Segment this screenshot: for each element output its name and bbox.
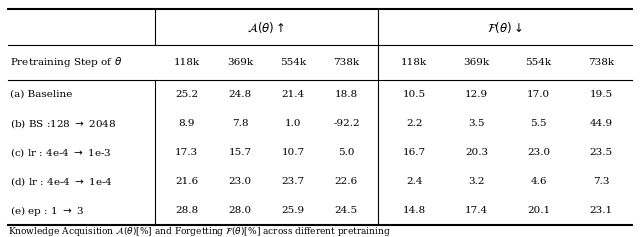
Text: (e) ep : 1 $\rightarrow$ 3: (e) ep : 1 $\rightarrow$ 3 — [10, 204, 84, 218]
Text: 738k: 738k — [333, 58, 360, 67]
Text: 23.7: 23.7 — [282, 177, 305, 186]
Text: 10.5: 10.5 — [403, 90, 426, 99]
Text: 21.4: 21.4 — [282, 90, 305, 99]
Text: 8.9: 8.9 — [179, 119, 195, 128]
Text: 17.0: 17.0 — [527, 90, 550, 99]
Text: 20.3: 20.3 — [465, 148, 488, 157]
Text: 5.0: 5.0 — [338, 148, 355, 157]
Text: 3.5: 3.5 — [468, 119, 484, 128]
Text: 22.6: 22.6 — [335, 177, 358, 186]
Text: 25.2: 25.2 — [175, 90, 198, 99]
Text: 1.0: 1.0 — [285, 119, 301, 128]
Text: 44.9: 44.9 — [589, 119, 612, 128]
Text: 23.0: 23.0 — [228, 177, 252, 186]
Text: 16.7: 16.7 — [403, 148, 426, 157]
Text: 118k: 118k — [401, 58, 427, 67]
Text: 23.0: 23.0 — [527, 148, 550, 157]
Text: (d) lr : 4e-4 $\rightarrow$ 1e-4: (d) lr : 4e-4 $\rightarrow$ 1e-4 — [10, 175, 113, 188]
Text: (b) BS :128 $\rightarrow$ 2048: (b) BS :128 $\rightarrow$ 2048 — [10, 117, 116, 130]
Text: 738k: 738k — [588, 58, 614, 67]
Text: 554k: 554k — [280, 58, 306, 67]
Text: 17.3: 17.3 — [175, 148, 198, 157]
Text: 15.7: 15.7 — [228, 148, 252, 157]
Text: 21.6: 21.6 — [175, 177, 198, 186]
Text: (c) lr : 4e-4 $\rightarrow$ 1e-3: (c) lr : 4e-4 $\rightarrow$ 1e-3 — [10, 146, 112, 159]
Text: $\mathcal{F}(\theta)\downarrow$: $\mathcal{F}(\theta)\downarrow$ — [487, 19, 523, 35]
Text: 20.1: 20.1 — [527, 206, 550, 215]
Text: -92.2: -92.2 — [333, 119, 360, 128]
Text: 19.5: 19.5 — [589, 90, 612, 99]
Text: 118k: 118k — [173, 58, 200, 67]
Text: $\mathcal{A}(\theta)\uparrow$: $\mathcal{A}(\theta)\uparrow$ — [248, 19, 285, 35]
Text: 7.8: 7.8 — [232, 119, 248, 128]
Text: (a) Baseline: (a) Baseline — [10, 90, 72, 99]
Text: 23.5: 23.5 — [589, 148, 612, 157]
Text: 2.2: 2.2 — [406, 119, 422, 128]
Text: 24.5: 24.5 — [335, 206, 358, 215]
Text: 17.4: 17.4 — [465, 206, 488, 215]
Text: Knowledge Acquisition $\mathcal{A}(\theta)$[%] and Forgetting $\mathcal{F}(\thet: Knowledge Acquisition $\mathcal{A}(\thet… — [8, 224, 391, 237]
Text: 10.7: 10.7 — [282, 148, 305, 157]
Text: 2.4: 2.4 — [406, 177, 422, 186]
Text: 25.9: 25.9 — [282, 206, 305, 215]
Text: 18.8: 18.8 — [335, 90, 358, 99]
Text: 5.5: 5.5 — [531, 119, 547, 128]
Text: 369k: 369k — [227, 58, 253, 67]
Text: 14.8: 14.8 — [403, 206, 426, 215]
Text: 369k: 369k — [463, 58, 490, 67]
Text: 28.0: 28.0 — [228, 206, 252, 215]
Text: 3.2: 3.2 — [468, 177, 484, 186]
Text: 24.8: 24.8 — [228, 90, 252, 99]
Text: 23.1: 23.1 — [589, 206, 612, 215]
Text: 28.8: 28.8 — [175, 206, 198, 215]
Text: 4.6: 4.6 — [531, 177, 547, 186]
Text: Pretraining Step of $\theta$: Pretraining Step of $\theta$ — [10, 55, 122, 69]
Text: 12.9: 12.9 — [465, 90, 488, 99]
Text: 7.3: 7.3 — [593, 177, 609, 186]
Text: 554k: 554k — [525, 58, 552, 67]
